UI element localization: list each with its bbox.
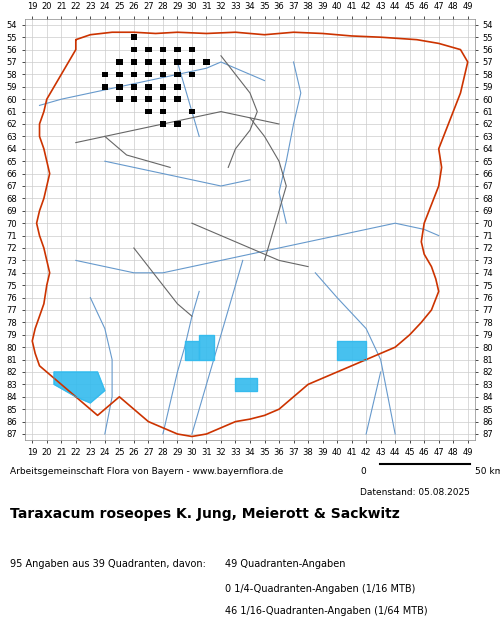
Bar xyxy=(188,46,195,52)
Text: 50 km: 50 km xyxy=(475,467,500,476)
Text: 95 Angaben aus 39 Quadranten, davon:: 95 Angaben aus 39 Quadranten, davon: xyxy=(10,559,206,569)
Bar xyxy=(130,59,137,64)
Bar xyxy=(160,71,166,77)
Bar xyxy=(145,108,152,114)
Polygon shape xyxy=(54,372,105,403)
Bar xyxy=(116,96,122,102)
Bar xyxy=(203,59,209,64)
Polygon shape xyxy=(184,341,199,360)
Bar xyxy=(145,96,152,102)
Bar xyxy=(160,59,166,64)
Bar xyxy=(174,46,180,52)
Bar xyxy=(145,59,152,64)
Text: 0 1/4-Quadranten-Angaben (1/16 MTB): 0 1/4-Quadranten-Angaben (1/16 MTB) xyxy=(225,583,416,593)
Bar xyxy=(130,84,137,89)
Bar xyxy=(130,34,137,40)
Bar xyxy=(130,71,137,77)
Text: Taraxacum roseopes K. Jung, Meierott & Sackwitz: Taraxacum roseopes K. Jung, Meierott & S… xyxy=(10,507,400,521)
Bar xyxy=(102,84,108,89)
Bar xyxy=(116,59,122,64)
Bar xyxy=(130,46,137,52)
Bar xyxy=(160,96,166,102)
Bar xyxy=(160,108,166,114)
Bar xyxy=(174,84,180,89)
Text: 0: 0 xyxy=(360,467,366,476)
Bar xyxy=(145,84,152,89)
Bar xyxy=(188,59,195,64)
Text: 46 1/16-Quadranten-Angaben (1/64 MTB): 46 1/16-Quadranten-Angaben (1/64 MTB) xyxy=(225,606,428,616)
Polygon shape xyxy=(236,378,258,391)
Bar xyxy=(188,108,195,114)
Bar xyxy=(174,59,180,64)
Bar xyxy=(174,96,180,102)
Text: Arbeitsgemeinschaft Flora von Bayern - www.bayernflora.de: Arbeitsgemeinschaft Flora von Bayern - w… xyxy=(10,467,283,476)
Text: Datenstand: 05.08.2025: Datenstand: 05.08.2025 xyxy=(360,488,470,497)
Bar xyxy=(174,71,180,77)
Bar xyxy=(160,46,166,52)
Bar xyxy=(160,121,166,126)
Text: 49 Quadranten-Angaben: 49 Quadranten-Angaben xyxy=(225,559,346,569)
Bar xyxy=(160,84,166,89)
Bar xyxy=(145,71,152,77)
Bar xyxy=(116,71,122,77)
Polygon shape xyxy=(199,335,214,360)
Bar xyxy=(102,71,108,77)
Bar xyxy=(188,71,195,77)
Bar xyxy=(145,46,152,52)
Bar xyxy=(174,121,180,126)
Bar xyxy=(130,96,137,102)
Polygon shape xyxy=(337,341,366,360)
Bar xyxy=(116,84,122,89)
